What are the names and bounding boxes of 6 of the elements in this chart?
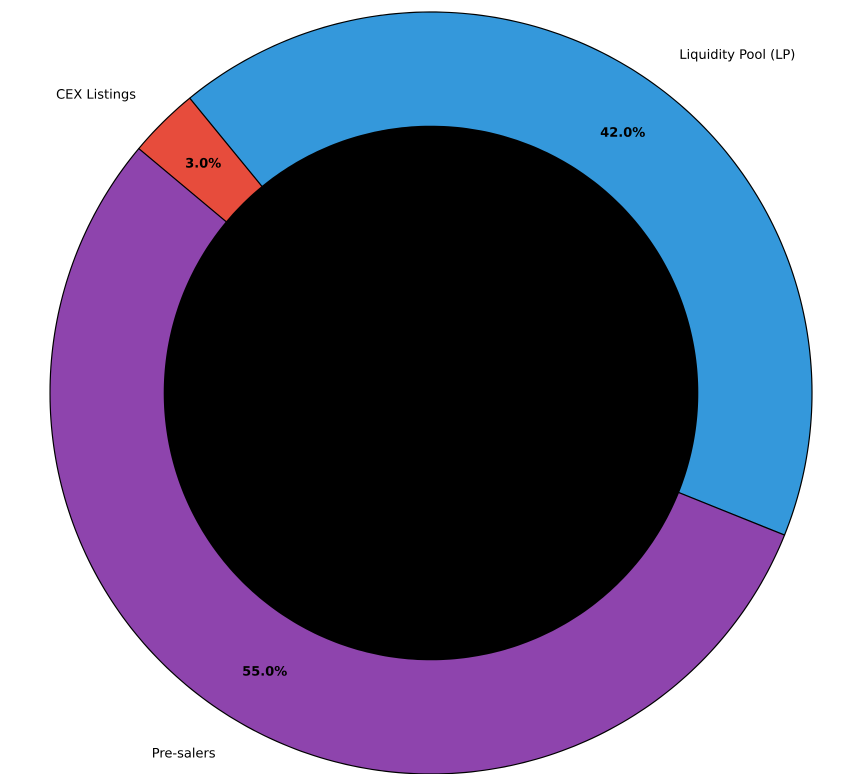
slice-label: Liquidity Pool (LP) xyxy=(680,48,794,62)
data-label: 3.0% xyxy=(186,158,221,168)
slice-label: CEX Listings xyxy=(56,88,136,102)
data-label: 42.0% xyxy=(600,127,645,137)
slice-label: Pre-salers xyxy=(153,748,215,758)
data-label: 55.0% xyxy=(243,666,287,676)
